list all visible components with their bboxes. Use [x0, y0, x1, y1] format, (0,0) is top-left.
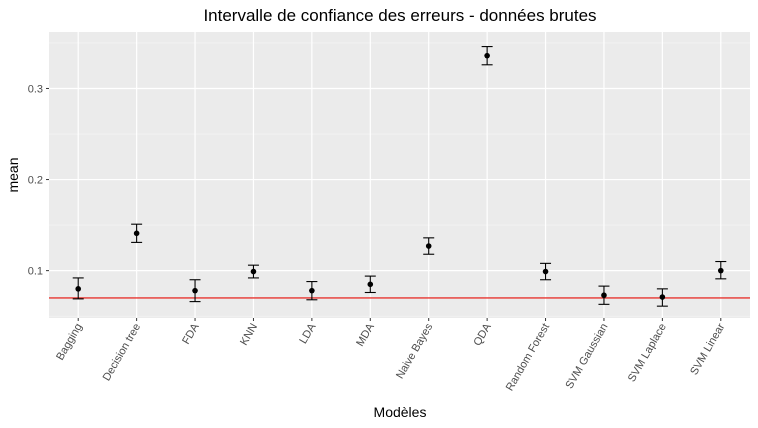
- x-tick-label: Random Forest: [504, 322, 552, 394]
- x-tick-label: LDA: [297, 321, 318, 346]
- data-point-5: [367, 281, 374, 288]
- x-tick-label: FDA: [180, 321, 202, 347]
- y-tick-label: 0.2: [28, 175, 43, 187]
- data-point-9: [601, 292, 607, 299]
- data-point-11: [717, 267, 724, 274]
- x-tick-label: Decision tree: [101, 322, 143, 384]
- x-axis-title: Modèles: [374, 404, 427, 420]
- x-axis: Bagging Decision tree FDA KNN LDA MDA Naive Ba…: [54, 318, 728, 394]
- data-point-1: [133, 230, 140, 237]
- data-point-6: [425, 243, 432, 249]
- data-marks: [72, 46, 727, 307]
- x-tick-label: Naive Bayes: [394, 321, 436, 381]
- x-tick-label: Bagging: [54, 322, 85, 363]
- data-point-3: [250, 268, 257, 275]
- x-tick-label: KNN: [238, 321, 260, 347]
- chart-title: Intervalle de confiance des erreurs - do…: [203, 6, 596, 25]
- data-point-8: [542, 268, 549, 275]
- y-tick-label: 0.3: [28, 83, 43, 95]
- y-axis-title: mean: [5, 157, 21, 192]
- data-point-0: [75, 286, 82, 292]
- x-tick-label: SVM Laplace: [626, 322, 669, 385]
- data-point-10: [659, 294, 666, 300]
- data-point-7: [484, 52, 490, 59]
- x-tick-label: SVM Linear: [688, 321, 727, 377]
- y-tick-label: 0.1: [28, 266, 43, 278]
- data-point-2: [192, 287, 198, 294]
- x-tick-label: MDA: [354, 321, 377, 349]
- data-point-4: [309, 287, 315, 294]
- x-tick-label: SVM Gaussian: [563, 322, 610, 392]
- y-axis: 0.1 0.2 0.3: [28, 83, 49, 278]
- panel-background: [49, 32, 750, 318]
- x-tick-label: QDA: [471, 321, 494, 348]
- grid-lines: [49, 32, 750, 318]
